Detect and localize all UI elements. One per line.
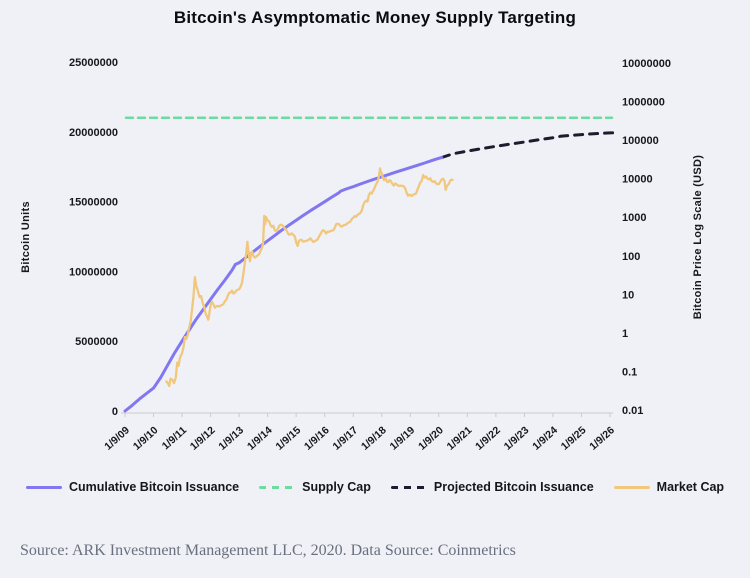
- x-axis-tick-label: 1/9/16: [302, 424, 332, 453]
- x-axis-tick-label: 1/9/12: [188, 424, 218, 453]
- y-axis-left-tick-label: 0: [112, 406, 118, 418]
- x-axis-tick-label: 1/9/24: [530, 424, 560, 453]
- y-axis-right-tick-label: 10000: [622, 174, 653, 186]
- y-axis-right-tick-label: 10: [622, 289, 634, 301]
- y-axis-right-tick-label: 0.1: [622, 366, 637, 378]
- x-axis-tick-label: 1/9/17: [331, 424, 361, 453]
- x-axis-tick-label: 1/9/10: [131, 424, 161, 453]
- legend-label: Market Cap: [656, 480, 725, 494]
- legend-label: Cumulative Bitcoin Issuance: [68, 480, 240, 494]
- source-attribution: Source: ARK Investment Management LLC, 2…: [20, 542, 516, 559]
- legend-item-supply-cap: Supply Cap: [259, 480, 371, 494]
- projected-issuance-line-swatch: [390, 485, 427, 489]
- supply-cap-line-swatch: [259, 485, 296, 489]
- y-axis-left-tick-label: 10000000: [69, 266, 118, 278]
- x-axis-tick-label: 1/9/13: [216, 424, 246, 453]
- chart-canvas: 1/9/091/9/10 1/9/111/9/121/9/131/9/141/9/…: [20, 57, 704, 453]
- y-axis-left-tick-label: 25000000: [69, 57, 118, 69]
- x-axis-tick-label: 1/9/23: [502, 424, 532, 453]
- legend-item-cumulative-bitcoin-issuance: Cumulative Bitcoin Issuance: [25, 480, 240, 494]
- y-axis-right-tick-label: 1: [622, 328, 628, 340]
- chart-title: Bitcoin's Asymptomatic Money Supply Targ…: [173, 8, 577, 27]
- x-axis-tick-label: 1/9/09: [102, 424, 132, 453]
- series-line-market-cap: [165, 167, 454, 388]
- x-axis-tick-label: 1/9/22: [473, 424, 503, 453]
- series-line-projected-bitcoin-issuance: [440, 131, 615, 159]
- x-axis-tick-label: 1/9/21: [445, 424, 475, 453]
- cumulative-issuance-line-swatch: [25, 485, 62, 489]
- legend-item-projected-bitcoin-issuance: Projected Bitcoin Issuance: [390, 480, 594, 494]
- y-axis-right-title: Bitcoin Price Log Scale (USD): [692, 155, 704, 320]
- x-axis-tick-label: 1/9/18: [359, 424, 389, 453]
- x-axis-tick-label: 1/9/26: [587, 424, 617, 453]
- x-axis-tick-label: 1/9/19: [388, 424, 418, 453]
- y-axis-left-tick-label: 20000000: [69, 127, 118, 139]
- legend-label: Projected Bitcoin Issuance: [433, 480, 594, 494]
- market-cap-line-swatch: [613, 485, 650, 489]
- x-axis-tick-label: 1/9/20: [416, 424, 446, 453]
- x-axis-tick-label: 1/9/14: [245, 424, 275, 453]
- y-axis-right-tick-label: 1000000: [622, 97, 665, 109]
- y-axis-left-tick-label: 15000000: [69, 197, 118, 209]
- series-line-cumulative-bitcoin-issuance: [123, 156, 444, 413]
- y-axis-right-tick-label: 100: [622, 251, 640, 263]
- x-axis-tick-label: 1/9/25: [559, 424, 589, 453]
- y-axis-right-tick-label: 10000000: [622, 58, 671, 70]
- y-axis-right-tick-label: 0.01: [622, 405, 643, 417]
- chart-legend: Cumulative Bitcoin Issuance Supply Cap P…: [0, 480, 750, 494]
- y-axis-left-title: Bitcoin Units: [20, 201, 32, 273]
- legend-label: Supply Cap: [302, 480, 371, 494]
- y-axis-right-tick-label: 1000: [622, 212, 646, 224]
- y-axis-left-tick-label: 5000000: [75, 336, 118, 348]
- y-axis-right-tick-label: 100000: [622, 135, 659, 147]
- x-axis-tick-label: 1/9/15: [273, 424, 303, 453]
- x-axis-tick-label: 1/9/11: [160, 424, 189, 452]
- legend-item-market-cap: Market Cap: [613, 480, 725, 494]
